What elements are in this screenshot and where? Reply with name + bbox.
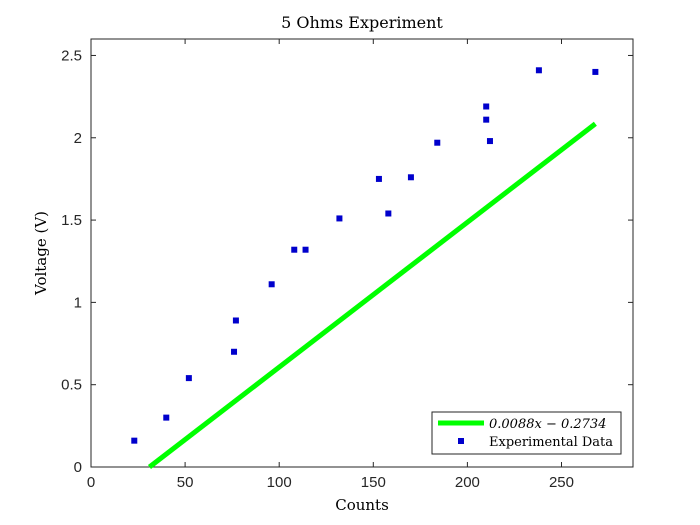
y-tick-label: 0 — [74, 459, 82, 476]
x-tick-label: 250 — [549, 474, 574, 491]
fit-line-group — [147, 121, 597, 469]
legend-box — [431, 411, 622, 455]
data-point — [483, 116, 490, 123]
y-tick-label: 2 — [74, 130, 82, 147]
x-tick-label: 50 — [177, 474, 194, 491]
data-point — [131, 437, 138, 444]
data-point — [592, 68, 599, 75]
x-tick-label: 200 — [455, 474, 480, 491]
y-tick-label: 2.5 — [61, 47, 82, 64]
x-axis-label: Counts — [335, 496, 389, 514]
data-point — [232, 317, 239, 324]
data-point — [486, 138, 493, 145]
data-point — [302, 246, 309, 253]
data-point — [291, 246, 298, 253]
y-tick-label: 0.5 — [61, 377, 82, 394]
data-point — [535, 67, 542, 74]
legend-fit-label: 0.0088x − 0.2734 — [489, 417, 606, 432]
data-point — [231, 348, 238, 355]
chart-title: 5 Ohms Experiment — [281, 13, 443, 32]
x-tick-label: 100 — [267, 474, 292, 491]
data-point — [483, 103, 490, 110]
y-axis-label: Voltage (V) — [32, 211, 50, 296]
y-tick-label: 1.5 — [61, 212, 82, 229]
data-point — [336, 215, 343, 222]
data-point — [268, 281, 275, 288]
data-point — [185, 375, 192, 382]
fit-line — [147, 121, 597, 469]
x-tick-label: 0 — [87, 474, 95, 491]
plot-area — [90, 38, 634, 468]
y-tick-label: 1 — [74, 294, 82, 311]
legend-data-label: Experimental Data — [489, 435, 613, 450]
legend: 0.0088x − 0.2734 Experimental Data — [431, 411, 622, 455]
data-point — [407, 174, 414, 181]
axis-ticks: 0 50 100 150 200 250 0 0.5 1 1.5 2 2.5 — [61, 39, 633, 491]
data-point — [163, 414, 170, 421]
data-points — [131, 67, 599, 444]
legend-data-swatch — [458, 438, 464, 444]
x-tick-label: 150 — [361, 474, 386, 491]
data-point — [385, 210, 392, 217]
data-point — [434, 139, 441, 146]
data-point — [375, 175, 382, 182]
